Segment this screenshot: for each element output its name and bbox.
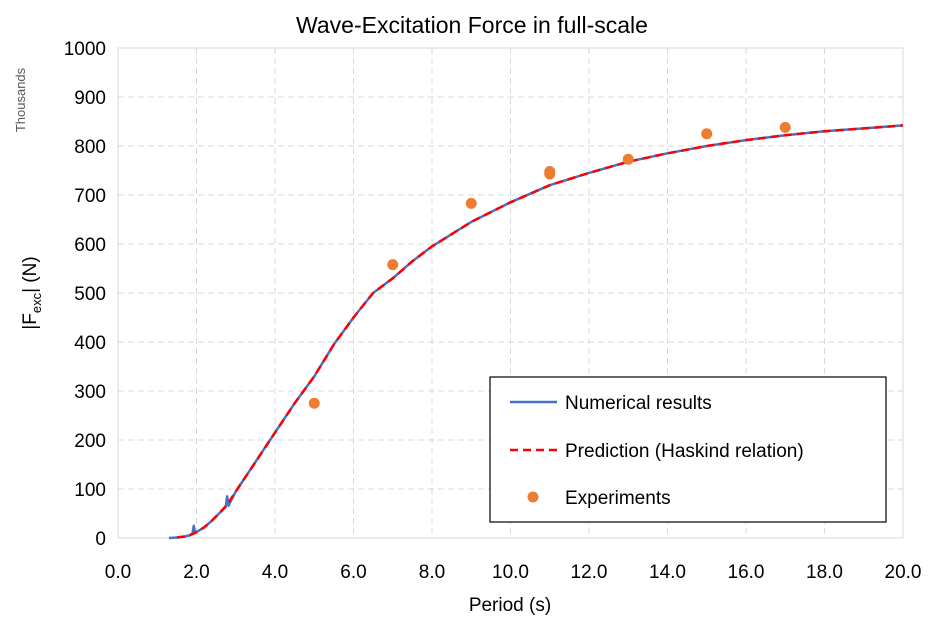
- data-point-experiments: [544, 165, 556, 177]
- y-axis-title-suffix: | (N): [20, 256, 41, 293]
- y-tick-label: 800: [74, 137, 106, 158]
- data-point-experiments: [387, 259, 399, 271]
- data-point-experiments: [308, 397, 320, 409]
- x-tick-label: 10.0: [492, 562, 529, 583]
- y-axis-title: |Fexc| (N): [20, 256, 44, 329]
- legend: Numerical results Prediction (Haskind re…: [489, 376, 887, 523]
- y-tick-label: 300: [74, 382, 106, 403]
- x-tick-label: 2.0: [183, 562, 209, 583]
- y-units-label: Thousands: [13, 67, 28, 132]
- x-tick-label: 20.0: [885, 562, 922, 583]
- x-tick-labels: 0.0 2.0 4.0 6.0 8.0 10.0 12.0 14.0 16.0 18.0 20.0: [105, 562, 922, 583]
- y-tick-labels: 0 100 200 300 400 500 600 700 800 900 1000: [64, 39, 106, 550]
- legend-label-experiments: Experiments: [565, 488, 671, 509]
- y-tick-label: 700: [74, 186, 106, 207]
- y-axis-title-subscript: exc: [29, 292, 44, 313]
- y-tick-label: 200: [74, 431, 106, 452]
- y-tick-label: 900: [74, 88, 106, 109]
- y-tick-label: 500: [74, 284, 106, 305]
- x-tick-label: 14.0: [649, 562, 686, 583]
- data-point-experiments: [701, 128, 713, 140]
- x-tick-label: 4.0: [262, 562, 288, 583]
- x-axis-title: Period (s): [469, 595, 551, 616]
- grid: [118, 47, 903, 538]
- legend-swatch-experiments: [527, 491, 539, 503]
- x-tick-label: 8.0: [419, 562, 445, 583]
- y-tick-label: 100: [74, 480, 106, 501]
- data-point-experiments: [465, 197, 477, 209]
- y-tick-label: 600: [74, 235, 106, 256]
- series-line-prediction-haskind-relation: [176, 124, 904, 539]
- y-tick-label: 0: [95, 529, 106, 550]
- x-tick-label: 18.0: [806, 562, 843, 583]
- y-tick-label: 400: [74, 333, 106, 354]
- x-tick-label: 12.0: [571, 562, 608, 583]
- chart-title: Wave-Excitation Force in full-scale: [296, 12, 648, 38]
- y-axis-title-prefix: |F: [20, 313, 41, 330]
- data-point-experiments: [622, 153, 634, 165]
- series-layer: [168, 121, 904, 540]
- x-tick-label: 0.0: [105, 562, 131, 583]
- x-tick-label: 6.0: [340, 562, 366, 583]
- x-tick-label: 16.0: [728, 562, 765, 583]
- legend-label-prediction: Prediction (Haskind relation): [565, 441, 804, 462]
- plot-area-border: [117, 47, 904, 539]
- data-point-experiments: [779, 121, 791, 133]
- legend-label-numerical-results: Numerical results: [565, 393, 712, 414]
- y-tick-label: 1000: [64, 39, 106, 60]
